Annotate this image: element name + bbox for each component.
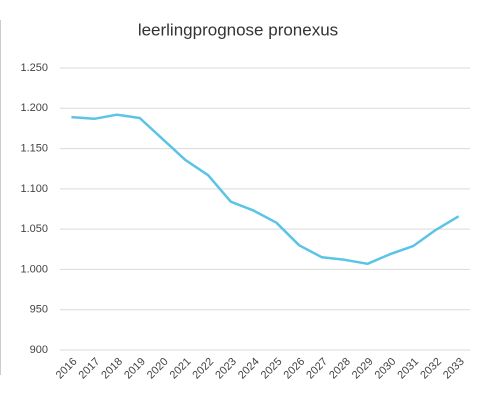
x-tick-label: 2024: [236, 356, 262, 382]
y-tick-label: 1.100: [20, 183, 48, 195]
y-tick-label: 1.000: [20, 263, 48, 275]
x-tick-label: 2031: [395, 356, 421, 382]
x-tick-label: 2018: [99, 356, 125, 382]
y-tick-label: 950: [30, 304, 48, 316]
x-tick-label: 2019: [122, 356, 148, 382]
x-tick-label: 2017: [77, 356, 103, 382]
x-tick-label: 2029: [350, 356, 376, 382]
y-tick-label: 1.050: [20, 223, 48, 235]
x-tick-label: 2016: [54, 356, 80, 382]
x-tick-label: 2026: [282, 356, 308, 382]
x-tick-label: 2033: [441, 356, 467, 382]
chart-title: leerlingprognose pronexus: [138, 20, 338, 39]
x-tick-label: 2020: [145, 356, 171, 382]
x-tick-label: 2032: [418, 356, 444, 382]
data-line: [71, 113, 460, 266]
x-tick-label: 2022: [190, 356, 216, 382]
y-tick-label: 1.150: [20, 142, 48, 154]
y-tick-label: 1.250: [20, 62, 48, 74]
x-tick-label: 2028: [327, 356, 353, 382]
x-tick-label: 2023: [213, 356, 239, 382]
y-tick-label: 1.200: [20, 102, 48, 114]
x-tick-label: 2030: [373, 356, 399, 382]
y-tick-label: 900: [30, 344, 48, 356]
x-tick-label: 2021: [168, 356, 194, 382]
x-tick-label: 2025: [259, 356, 285, 382]
x-tick-label: 2027: [304, 356, 330, 382]
